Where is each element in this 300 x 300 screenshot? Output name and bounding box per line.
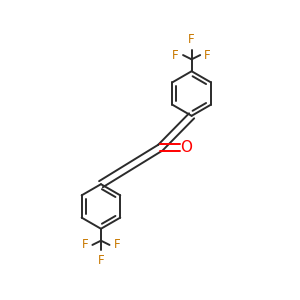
Text: F: F xyxy=(172,49,179,62)
Text: F: F xyxy=(82,238,88,251)
Text: F: F xyxy=(188,33,195,46)
Text: F: F xyxy=(98,254,104,267)
Text: F: F xyxy=(114,238,120,251)
Text: F: F xyxy=(204,49,211,62)
Text: O: O xyxy=(181,140,193,155)
